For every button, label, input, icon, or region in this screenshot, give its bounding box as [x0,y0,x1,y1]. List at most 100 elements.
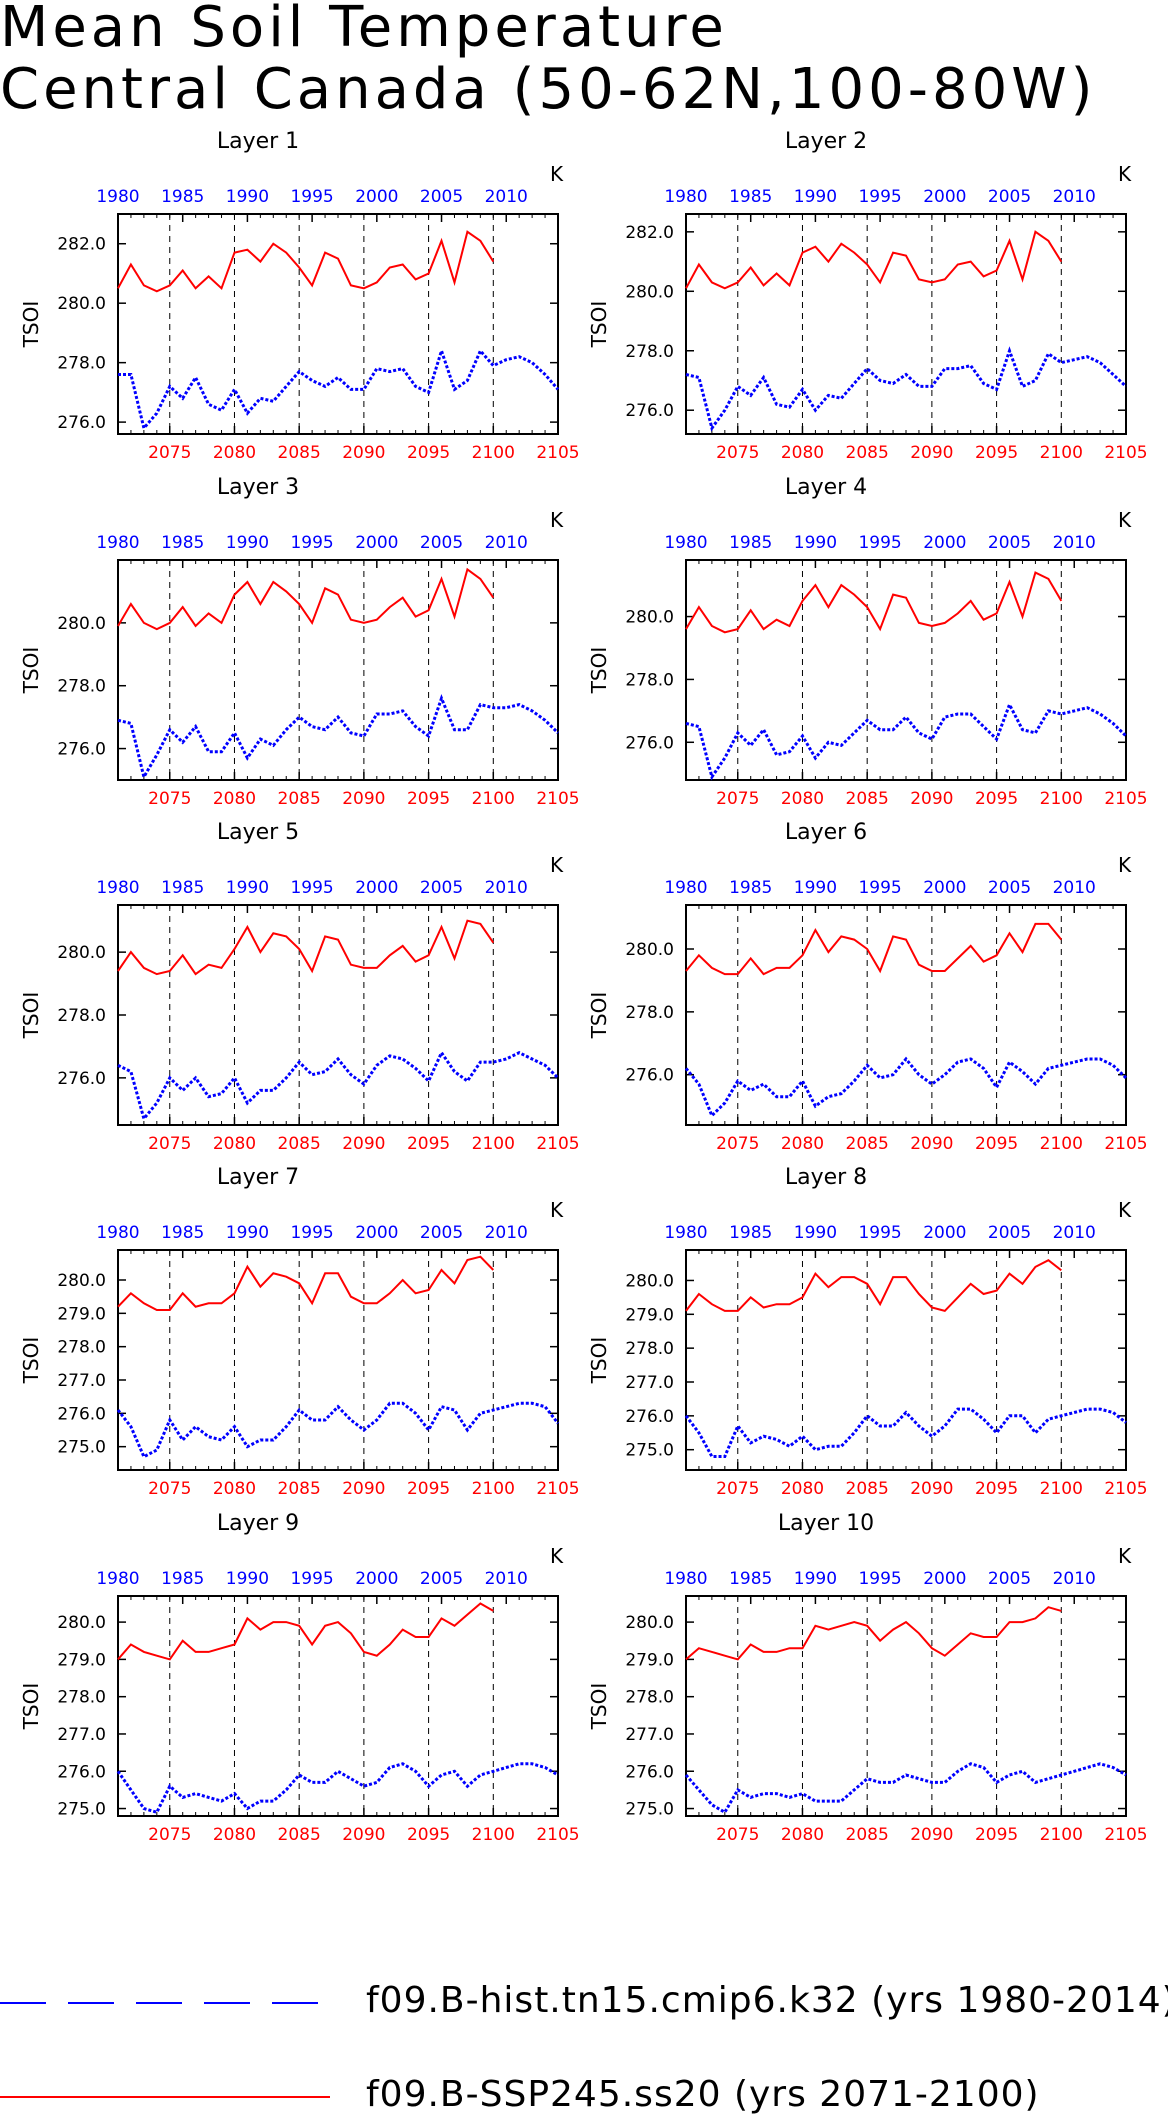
legend-ssp-line [0,2096,330,2098]
y-tick-label: 278.0 [57,1006,106,1026]
y-tick-label: 280.0 [57,1613,106,1633]
y-tick-label: 278.0 [625,1688,674,1708]
units-label: K [550,853,564,877]
y-tick-label: 275.0 [57,1438,106,1458]
bottom-tick-label: 2100 [472,1134,515,1154]
top-tick-label: 2000 [923,187,966,207]
panel-title: Layer 3 [217,475,299,500]
bottom-tick-label: 2105 [536,1479,579,1499]
bottom-tick-label: 2090 [910,443,953,463]
bottom-tick-label: 2100 [472,1825,515,1845]
bottom-tick-label: 2090 [342,443,385,463]
y-axis-label: TSOI [587,647,611,695]
y-tick-label: 278.0 [625,1339,674,1359]
series-ssp245-line [117,230,495,293]
top-tick-label: 1985 [729,187,772,207]
top-tick-label: 1995 [858,878,901,898]
bottom-tick-label: 2100 [1040,789,1083,809]
top-tick-label: 2005 [420,878,463,898]
bottom-tick-label: 2085 [846,1134,889,1154]
top-tick-label: 1990 [226,1569,269,1589]
bottom-tick-label: 2095 [407,1134,450,1154]
y-tick-label: 282.0 [625,223,674,243]
units-label: K [1118,162,1132,186]
y-tick-label: 276.0 [625,1407,674,1427]
y-tick-label: 278.0 [57,354,106,374]
top-tick-label: 1985 [161,187,204,207]
top-tick-label: 2005 [988,1569,1031,1589]
y-tick-label: 276.0 [57,1762,106,1782]
bottom-tick-label: 2100 [1040,1479,1083,1499]
series-hist-line [118,345,560,432]
bottom-tick-label: 2100 [1040,1134,1083,1154]
figure-title-line-1: Mean Soil Temperature [0,0,728,60]
y-tick-label: 279.0 [625,1650,674,1670]
panel-title: Layer 8 [785,1165,867,1190]
plot-frame [117,1595,559,1817]
top-tick-label: 1985 [161,878,204,898]
units-label: K [550,508,564,532]
bottom-tick-label: 2105 [536,789,579,809]
bottom-tick-label: 2085 [278,443,321,463]
bottom-tick-label: 2100 [1040,1825,1083,1845]
series-ssp245-line [685,1606,1062,1661]
bottom-tick-label: 2080 [781,443,824,463]
bottom-tick-label: 2095 [975,443,1018,463]
series-ssp245-line [685,922,1063,976]
bottom-tick-label: 2075 [716,789,759,809]
bottom-tick-label: 2090 [342,1134,385,1154]
bottom-tick-label: 2075 [148,1479,191,1499]
bottom-tick-label: 2080 [781,1134,824,1154]
bottom-tick-label: 2100 [472,789,515,809]
bottom-tick-label: 2075 [148,1134,191,1154]
y-tick-label: 280.0 [57,1271,106,1291]
top-tick-label: 2000 [355,878,398,898]
bottom-tick-label: 2080 [213,1825,256,1845]
y-tick-label: 276.0 [625,401,674,421]
top-tick-label: 1995 [290,878,333,898]
y-tick-label: 275.0 [57,1800,106,1820]
top-tick-label: 2000 [923,1569,966,1589]
plot-frame [685,1595,1127,1817]
bottom-tick-label: 2080 [781,789,824,809]
bottom-tick-label: 2100 [472,1479,515,1499]
top-tick-label: 2005 [988,1223,1031,1243]
bottom-tick-label: 2085 [846,443,889,463]
top-tick-label: 1980 [664,878,707,898]
bottom-tick-label: 2090 [910,1479,953,1499]
top-tick-label: 1980 [664,1223,707,1243]
top-tick-label: 1995 [290,1569,333,1589]
top-tick-label: 2010 [485,878,528,898]
bottom-tick-label: 2075 [148,789,191,809]
top-tick-label: 1980 [96,533,139,553]
bottom-tick-label: 2100 [472,443,515,463]
top-tick-label: 1980 [96,878,139,898]
bottom-tick-label: 2105 [536,1134,579,1154]
bottom-tick-label: 2090 [342,1479,385,1499]
top-tick-label: 2010 [1053,187,1096,207]
y-tick-label: 277.0 [57,1371,106,1391]
top-tick-label: 1990 [794,1569,837,1589]
top-tick-label: 1995 [290,187,333,207]
series-hist-line [116,1762,559,1815]
bottom-tick-label: 2095 [975,1825,1018,1845]
top-tick-label: 1980 [664,187,707,207]
top-tick-label: 2010 [1053,878,1096,898]
bottom-tick-label: 2095 [975,1134,1018,1154]
top-tick-label: 1990 [226,533,269,553]
top-tick-label: 1990 [226,1223,269,1243]
bottom-tick-label: 2105 [1104,1479,1147,1499]
y-tick-label: 280.0 [625,940,674,960]
y-tick-label: 276.0 [57,413,106,433]
y-tick-label: 280.0 [625,608,674,628]
units-label: K [550,1544,564,1568]
units-label: K [1118,853,1132,877]
units-label: K [1118,508,1132,532]
bottom-tick-label: 2095 [407,443,450,463]
y-tick-label: 276.0 [57,740,106,760]
y-axis-label: TSOI [587,1337,611,1385]
top-tick-label: 1995 [290,533,333,553]
y-tick-label: 276.0 [625,1066,674,1086]
top-tick-label: 2010 [1053,1223,1096,1243]
y-tick-label: 279.0 [625,1305,674,1325]
